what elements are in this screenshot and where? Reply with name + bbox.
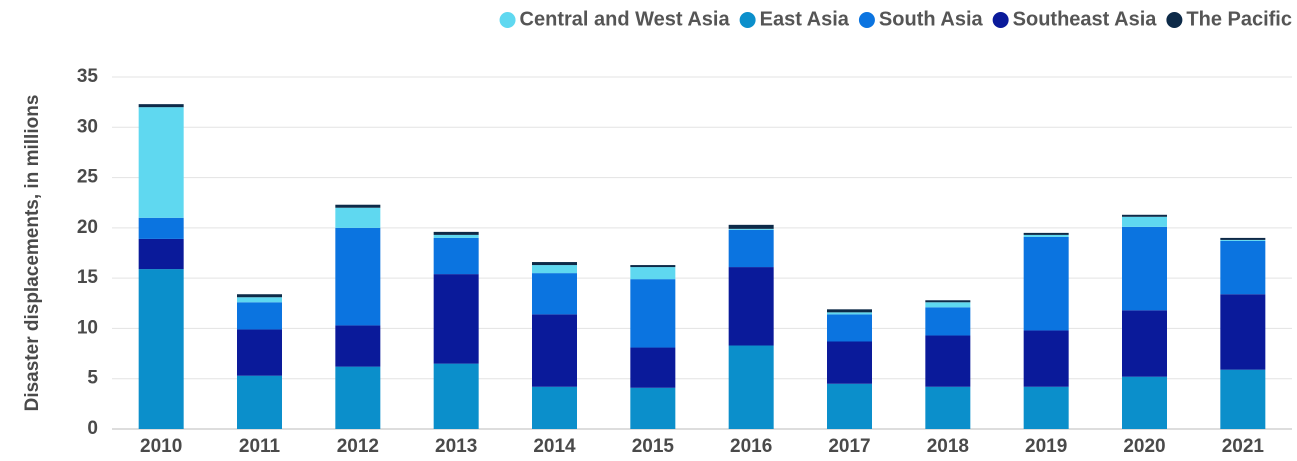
- legend-label: East Asia: [760, 8, 850, 30]
- bar-segment: [1220, 240, 1266, 295]
- bar-segment: [827, 309, 872, 313]
- bar-segment: [138, 104, 184, 108]
- legend-label: The Pacific: [1186, 8, 1292, 30]
- bar-segment: [1220, 239, 1266, 241]
- y-tick-label: 35: [77, 66, 99, 87]
- legend-swatch: [499, 12, 516, 28]
- bar-segment: [827, 383, 872, 429]
- x-tick-label: 2017: [828, 436, 870, 457]
- legend-swatch: [992, 12, 1009, 28]
- bar-segment: [237, 375, 282, 429]
- bar-segment: [925, 307, 971, 336]
- bar-segment: [335, 366, 381, 429]
- bar-segment: [433, 231, 479, 235]
- x-tick-label: 2020: [1123, 436, 1165, 457]
- bar-segment: [335, 227, 381, 326]
- legend-label: South Asia: [879, 8, 984, 30]
- bar-segment: [925, 302, 971, 308]
- bar-segment: [433, 274, 479, 364]
- x-tick-label: 2013: [435, 436, 477, 457]
- bar-segment: [433, 363, 479, 429]
- bar-segment: [827, 341, 872, 384]
- bar-segment: [532, 314, 577, 387]
- bar-segment: [138, 238, 184, 270]
- y-tick-label: 10: [77, 317, 98, 338]
- bar-segment: [827, 314, 872, 342]
- bar-segment: [138, 217, 184, 239]
- bar-segment: [1220, 237, 1266, 240]
- bar-segment: [925, 300, 971, 303]
- bar-segment: [1023, 232, 1069, 235]
- bar-segment: [1023, 330, 1069, 387]
- bar-segment: [237, 302, 282, 330]
- bar-segment: [827, 312, 872, 315]
- y-tick-label: 15: [77, 267, 99, 288]
- x-tick-label: 2015: [632, 436, 675, 457]
- x-tick-label: 2019: [1025, 436, 1067, 457]
- bar-segment: [1023, 234, 1069, 237]
- legend-label: Central and West Asia: [520, 8, 731, 30]
- bar-segment: [138, 269, 184, 429]
- y-tick-label: 25: [77, 167, 99, 188]
- bar-segment: [335, 325, 381, 367]
- x-tick-label: 2014: [533, 436, 576, 457]
- bar-segment: [1023, 236, 1069, 331]
- bar-segment: [630, 347, 676, 388]
- y-axis-label: Disaster displacements, in millions: [22, 95, 43, 412]
- x-tick-label: 2021: [1222, 436, 1265, 457]
- x-tick-label: 2016: [730, 436, 772, 457]
- bar-segment: [925, 386, 971, 429]
- bar-segment: [1122, 376, 1167, 429]
- bar-segment: [433, 234, 479, 238]
- legend-label: Southeast Asia: [1013, 8, 1158, 30]
- y-tick-label: 30: [77, 116, 98, 137]
- bar-segment: [335, 204, 381, 208]
- bar-segment: [1122, 214, 1167, 217]
- bar-segment: [237, 294, 282, 298]
- bar-segment: [728, 229, 774, 268]
- bar-segment: [1220, 294, 1266, 370]
- legend-swatch: [739, 12, 756, 28]
- bar-segment: [630, 265, 676, 268]
- legend-swatch: [1166, 12, 1183, 28]
- x-tick-label: 2010: [140, 436, 182, 457]
- bar-segment: [335, 207, 381, 228]
- bar-segment: [1220, 369, 1266, 429]
- y-tick-label: 5: [87, 368, 98, 389]
- bar-segment: [532, 262, 577, 266]
- bar-segment: [1122, 216, 1167, 227]
- bar-segment: [630, 279, 676, 348]
- bar-segment: [532, 273, 577, 315]
- bar-segment: [925, 335, 971, 387]
- bar-segment: [237, 329, 282, 376]
- bar-segment: [728, 345, 774, 429]
- y-tick-label: 20: [77, 217, 98, 238]
- x-tick-label: 2012: [337, 436, 379, 457]
- bar-segment: [138, 107, 184, 218]
- bar-segment: [630, 267, 676, 280]
- bar-segment: [1023, 386, 1069, 429]
- bar-segment: [630, 387, 676, 429]
- y-tick-label: 0: [87, 418, 98, 439]
- bar-segment: [532, 386, 577, 429]
- bar-segment: [728, 224, 774, 229]
- bar-segment: [433, 237, 479, 275]
- legend-swatch: [858, 12, 875, 28]
- x-tick-label: 2011: [239, 436, 281, 457]
- bar-segment: [1122, 310, 1167, 377]
- bar-segment: [237, 297, 282, 303]
- x-tick-label: 2018: [927, 436, 969, 457]
- bar-segment: [728, 228, 774, 230]
- bar-segment: [1122, 226, 1167, 311]
- bar-segment: [728, 267, 774, 346]
- bar-segment: [532, 265, 577, 274]
